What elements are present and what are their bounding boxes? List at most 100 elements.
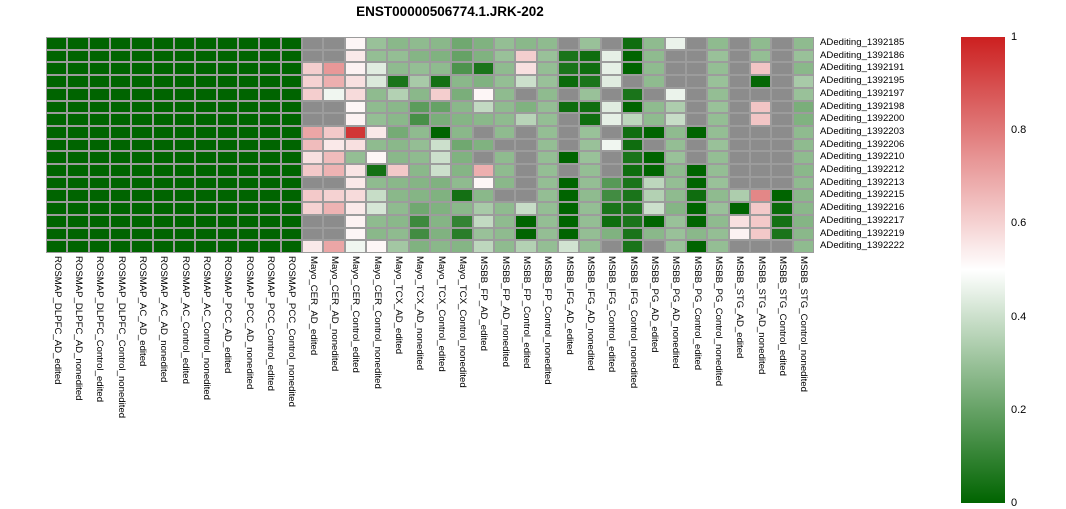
heatmap-cell (131, 113, 153, 126)
heatmap-cell (46, 75, 68, 88)
heatmap-cell (750, 164, 772, 177)
column-label: MSBB_FP_Control_edited (520, 256, 532, 369)
heatmap-cell (792, 113, 814, 126)
heatmap-cell (195, 214, 217, 228)
column-label-cell: ROSMAP_AC_Control_edited (174, 256, 195, 496)
heatmap-cell (323, 138, 345, 152)
heatmap-cell (174, 49, 196, 63)
heatmap-cell (195, 125, 217, 139)
heatmap-cell (152, 164, 174, 177)
heatmap-cell (600, 75, 622, 88)
heatmap-cell (238, 202, 260, 215)
heatmap-cell (600, 113, 622, 126)
heatmap-cell (302, 62, 324, 76)
heatmap-cell (387, 202, 409, 215)
heatmap-cell (323, 240, 345, 253)
heatmap-cell (771, 176, 793, 190)
heatmap-cell (88, 125, 110, 139)
heatmap-cell (152, 62, 174, 76)
heatmap-cell (664, 202, 686, 215)
heatmap-cell (622, 189, 644, 203)
heatmap-cell (707, 37, 729, 50)
heatmap-cell (771, 151, 793, 165)
heatmap-cell (216, 100, 238, 114)
heatmap-cell (280, 49, 302, 63)
heatmap-cell (344, 87, 366, 101)
heatmap-cell (686, 49, 708, 63)
heatmap-cell (408, 138, 430, 152)
column-label: MSBB_FP_AD_nonedited (499, 256, 511, 367)
heatmap-cell (110, 49, 132, 63)
heatmap-cell (472, 151, 494, 165)
heatmap-cell (686, 164, 708, 177)
heatmap-cell (622, 214, 644, 228)
heatmap-cell (67, 138, 89, 152)
heatmap-cell (728, 125, 750, 139)
heatmap-cell (430, 176, 452, 190)
heatmap-cell (323, 227, 345, 241)
heatmap-cell (515, 87, 537, 101)
heatmap-cell (366, 62, 388, 76)
heatmap-cell (472, 138, 494, 152)
heatmap-cell (451, 151, 473, 165)
heatmap-cell (366, 227, 388, 241)
heatmap-cell (750, 37, 772, 50)
heatmap-cell (323, 202, 345, 215)
column-label-cell: MSBB_PG_AD_nonedited (665, 256, 686, 496)
heatmap-cell (558, 125, 580, 139)
heatmap-cell (174, 37, 196, 50)
heatmap-cell (750, 75, 772, 88)
heatmap-cell (302, 176, 324, 190)
heatmap-cell (366, 151, 388, 165)
column-label: MSBB_IFG_Control_nonedited (627, 256, 639, 389)
heatmap-cell (67, 189, 89, 203)
heatmap-cell (451, 176, 473, 190)
heatmap-cell (643, 138, 665, 152)
heatmap-cell (579, 113, 601, 126)
heatmap-cell (472, 125, 494, 139)
heatmap-cell (536, 125, 558, 139)
heatmap-cell (344, 240, 366, 253)
heatmap-cell (579, 214, 601, 228)
column-label-cell: MSBB_FP_AD_nonedited (494, 256, 515, 496)
row-label: ADediting_1392217 (820, 214, 905, 226)
heatmap-cell (195, 202, 217, 215)
heatmap-cell (750, 202, 772, 215)
heatmap-cell (323, 100, 345, 114)
heatmap-cell (472, 37, 494, 50)
heatmap-cell (728, 202, 750, 215)
column-label-cell: MSBB_IFG_Control_edited (601, 256, 622, 496)
heatmap-cell (259, 113, 281, 126)
heatmap-cell (686, 125, 708, 139)
heatmap-cell (600, 164, 622, 177)
heatmap-cell (451, 214, 473, 228)
column-label: ROSMAP_DLPFC_AD_nonedited (72, 256, 84, 401)
row-label: ADediting_1392215 (820, 189, 905, 201)
heatmap-cell (88, 214, 110, 228)
heatmap-cell (494, 138, 516, 152)
heatmap-cell (174, 125, 196, 139)
heatmap-cell (259, 138, 281, 152)
heatmap-cell (643, 240, 665, 253)
heatmap-cell (515, 202, 537, 215)
heatmap-cell (558, 176, 580, 190)
heatmap-cell (515, 75, 537, 88)
heatmap-cell (494, 49, 516, 63)
heatmap-cell (622, 240, 644, 253)
heatmap-cell (152, 227, 174, 241)
heatmap-cell (750, 125, 772, 139)
heatmap-cell (323, 49, 345, 63)
heatmap-cell (686, 138, 708, 152)
heatmap-cell (472, 113, 494, 126)
column-label: MSBB_STG_Control_edited (776, 256, 788, 376)
heatmap-cell (67, 49, 89, 63)
heatmap-cell (792, 164, 814, 177)
heatmap-cell (67, 151, 89, 165)
heatmap-cell (46, 87, 68, 101)
heatmap-cell (302, 138, 324, 152)
heatmap-cell (259, 176, 281, 190)
heatmap-cell (728, 189, 750, 203)
heatmap-cell (174, 202, 196, 215)
heatmap-cell (579, 240, 601, 253)
heatmap-cell (110, 164, 132, 177)
